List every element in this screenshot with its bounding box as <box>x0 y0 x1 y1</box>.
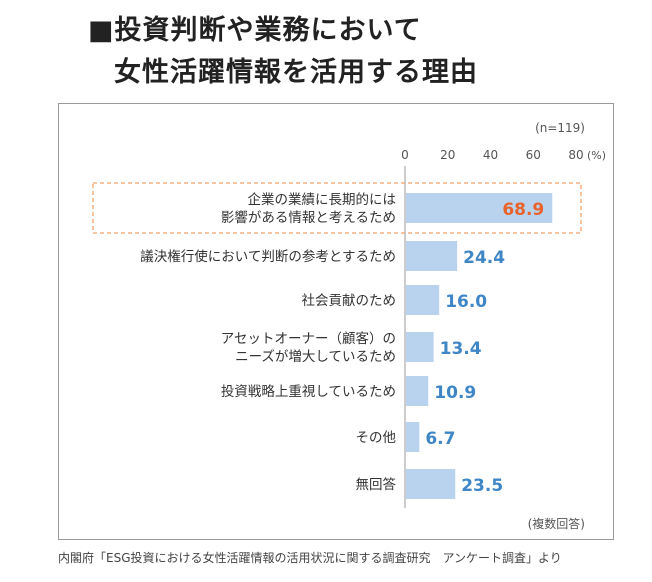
category-label: ニーズが増大しているため <box>235 349 396 365</box>
category-label: 無回答 <box>356 476 397 493</box>
plot-area: 0 20 40 60 80 (%) 68.9 企業の業績に長期的には影響がある情報と考えるため… <box>92 148 606 508</box>
x-tick-label: 60 <box>526 148 541 162</box>
category-label: 投資戦略上重視しているため <box>221 384 396 400</box>
category-label: 議決権行使において判断の参考とするため <box>140 248 396 265</box>
highlight-box <box>92 182 582 234</box>
bar <box>406 241 458 271</box>
title-line-1: ■投資判断や業務において <box>88 15 422 46</box>
bar <box>406 376 429 406</box>
chart-title: ■投資判断や業務において 女性活躍情報を活用する理由 <box>88 10 478 94</box>
category-label: 社会貢献のため <box>302 293 397 309</box>
bar <box>406 469 456 499</box>
data-label: 16.0 <box>445 292 487 312</box>
bar <box>406 332 434 362</box>
multiple-answer-note: (複数回答) <box>528 516 585 531</box>
bar <box>406 422 420 452</box>
bar <box>406 193 553 223</box>
source-note: 内閣府「ESG投資における女性活躍情報の活用状況に関する調査研究 アンケート調査… <box>58 551 562 565</box>
x-tick-label: 0 <box>401 148 409 162</box>
category-label: その他 <box>356 430 397 446</box>
x-tick-label: 40 <box>483 148 498 162</box>
x-tick-label: 80 <box>568 148 583 162</box>
category-label: 企業の業績に長期的には <box>248 191 397 208</box>
chart-frame <box>58 103 614 540</box>
data-label: 10.9 <box>434 383 476 403</box>
sample-size-note: (n=119) <box>535 121 585 135</box>
bar <box>406 285 440 315</box>
title-line-2: 女性活躍情報を活用する理由 <box>114 57 478 88</box>
data-label: 24.4 <box>463 248 505 268</box>
x-tick-label: 20 <box>440 148 455 162</box>
x-unit-label: (%) <box>587 149 606 162</box>
category-label: 影響がある情報と考えるため <box>221 209 396 226</box>
category-label: アセットオーナー（顧客）の <box>221 330 396 347</box>
data-label: 23.5 <box>461 476 503 496</box>
data-label: 13.4 <box>440 339 482 359</box>
data-label: 68.9 <box>502 200 544 220</box>
data-label: 6.7 <box>425 429 455 449</box>
